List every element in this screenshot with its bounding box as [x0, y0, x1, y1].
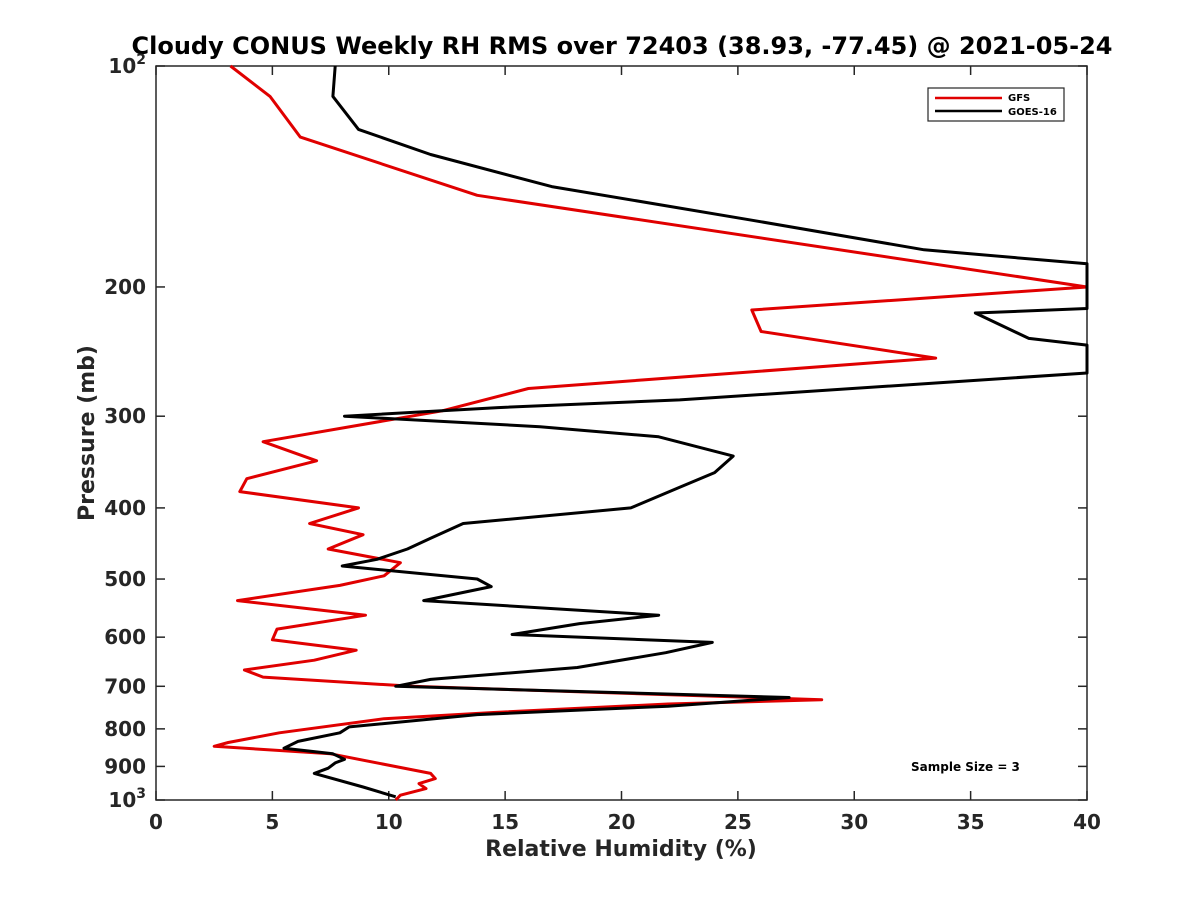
series-line-gfs	[212, 64, 1089, 802]
series-line-goes16	[282, 65, 1089, 799]
x-tick-label: 35	[957, 810, 985, 834]
y-tick-label: 900	[104, 754, 146, 778]
x-tick-label: 40	[1073, 810, 1101, 834]
y-tick-label: 800	[104, 717, 146, 741]
y-tick-label: 600	[104, 625, 146, 649]
x-tick-label: 0	[149, 810, 163, 834]
x-tick-label: 30	[840, 810, 868, 834]
series-layer	[212, 64, 1089, 802]
legend-label-goes16: GOES-16	[1008, 107, 1057, 118]
y-axis-ticks: 102 200 300 400 500 600 700 800 900 103	[104, 52, 1087, 812]
y-tick-label: 300	[104, 404, 146, 428]
y-tick-label: 500	[104, 567, 146, 591]
y-tick-label: 102	[108, 52, 146, 78]
x-tick-label: 5	[265, 810, 279, 834]
legend: GFS GOES-16	[927, 87, 1065, 122]
y-tick-label: 103	[108, 786, 146, 812]
y-tick-label: 400	[104, 496, 146, 520]
x-tick-label: 10	[375, 810, 403, 834]
x-tick-label: 15	[491, 810, 519, 834]
x-tick-label: 20	[608, 810, 636, 834]
chart-title: Cloudy CONUS Weekly RH RMS over 72403 (3…	[132, 32, 1113, 60]
y-axis-label: Pressure (mb)	[75, 345, 100, 521]
legend-box	[927, 87, 1065, 122]
x-tick-label: 25	[724, 810, 752, 834]
y-tick-label: 200	[104, 275, 146, 299]
legend-label-gfs: GFS	[1008, 93, 1030, 104]
x-axis-label: Relative Humidity (%)	[485, 837, 757, 862]
sample-size-annotation: Sample Size = 3	[911, 760, 1020, 774]
y-tick-label: 700	[104, 674, 146, 698]
x-axis-ticks: 0 5 10 15 20 25 30 35 40	[149, 66, 1101, 834]
